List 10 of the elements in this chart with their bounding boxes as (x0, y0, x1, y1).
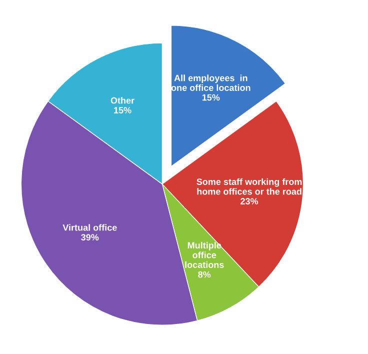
slice-label: Other (110, 97, 134, 104)
data-label: 15% (202, 94, 220, 101)
slice-label: Virtual office (62, 224, 117, 231)
slice-label: Multiple office locations (185, 242, 224, 268)
data-label: 8% (198, 271, 211, 278)
data-label: 15% (114, 107, 132, 114)
slice-label: Some staff working from home offices or the road (196, 178, 302, 195)
slice-label: All employees in one office location (171, 74, 250, 91)
data-label: 39% (81, 234, 99, 241)
data-label: 23% (240, 198, 258, 204)
